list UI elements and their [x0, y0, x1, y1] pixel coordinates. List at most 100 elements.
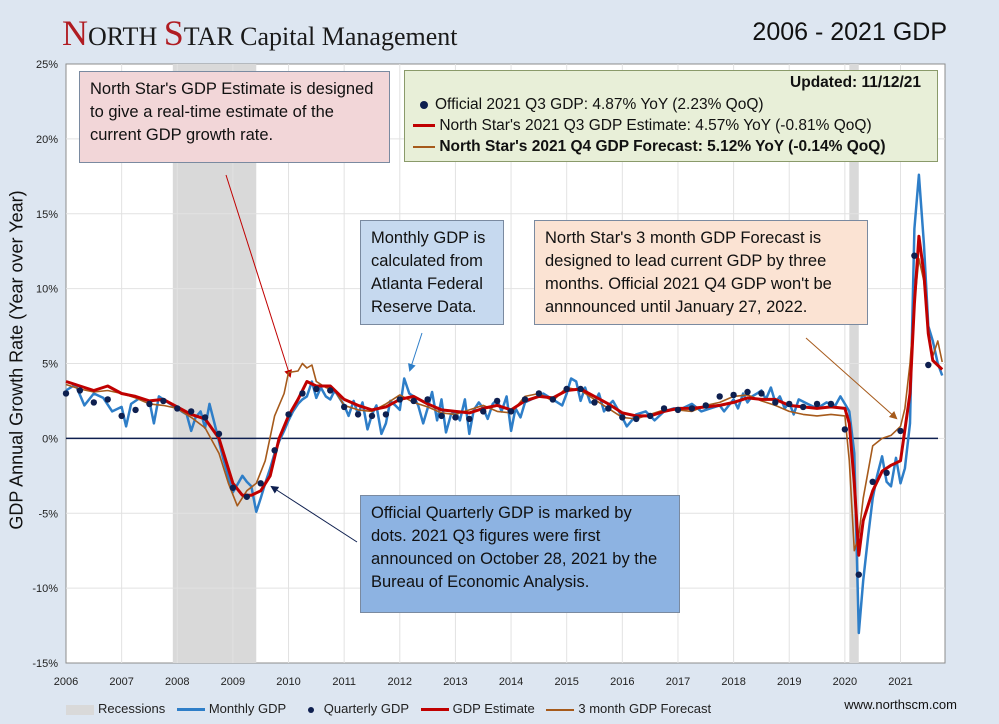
x-tick-label-8: 2014 [499, 676, 523, 688]
quarterly-dot-55 [827, 400, 835, 408]
quarterly-dot-20 [340, 403, 348, 411]
quarterly-dot-16 [285, 411, 292, 418]
legend-official-row: Official 2021 Q3 GDP: 4.87% YoY (2.23% Q… [413, 95, 764, 115]
quarterly-dot-53 [799, 403, 807, 411]
legend-item-monthly: Monthly GDP [176, 701, 287, 717]
monthly-swatch [176, 708, 205, 712]
quarterly-dot-22 [368, 412, 376, 420]
brand-part-tail: Capital Management [233, 22, 458, 51]
quarterly-dot-6 [146, 400, 153, 408]
forecast-line-swatch [546, 708, 575, 711]
y-tick-label-7: -10% [32, 583, 58, 595]
summary-legend-box: Updated: 11/12/21 Official 2021 Q3 GDP: … [404, 70, 938, 162]
quarterly-dot-8 [174, 405, 181, 412]
quarterly-dot-37 [577, 385, 584, 393]
quarterly-dot-9 [187, 408, 195, 415]
x-tick-label-6: 2012 [388, 676, 412, 688]
x-tick-label-7: 2013 [443, 676, 467, 688]
legend-forecast-row: North Star's 2021 Q4 GDP Forecast: 5.12%… [413, 137, 886, 157]
x-tick-label-15: 2021 [888, 676, 912, 688]
legend-item-quarterly: Quarterly GDP [298, 701, 409, 716]
quarterly-dot-25 [410, 397, 417, 405]
callout-forecast: North Star's 3 month GDP Forecast is des… [534, 220, 868, 325]
x-tick-labels: 2006 2007 2008 2009 2010 2011 2012 2013 2014 2015… [54, 676, 913, 688]
quarterly-dot-swatch [420, 100, 428, 109]
quarterly-dot-17 [299, 390, 306, 397]
legend-forecast-text: North Star's 2021 Q4 GDP Forecast: 5.12%… [439, 138, 886, 155]
legend-item-estimate: GDP Estimate [420, 701, 535, 717]
y-tick-label-3: 10% [36, 284, 58, 296]
quarterly-dot-19 [327, 387, 334, 394]
brand-initial-s: S [163, 13, 184, 53]
quarterly-dot-62 [925, 361, 932, 369]
quarterly-dot-61 [911, 252, 918, 259]
quarterly-dot-14 [257, 480, 264, 487]
quarterly-dot-56 [841, 426, 849, 433]
y-tick-label-8: -15% [32, 658, 58, 670]
quarterly-dot-46 [702, 402, 709, 409]
y-tick-label-0: 25% [36, 59, 58, 71]
quarterly-dot-30 [480, 408, 487, 415]
legend-official-text: Official 2021 Q3 GDP: 4.87% YoY (2.23% Q… [435, 96, 764, 113]
y-tick-label-1: 20% [36, 134, 58, 146]
quarterly-dot-1 [76, 387, 84, 394]
quarterly-dot-2 [90, 399, 98, 406]
arrow-monthly [408, 332, 423, 372]
brand-part-tar: TAR [183, 22, 234, 51]
legend-estimate-text: North Star's 2021 Q3 GDP Estimate: 4.57%… [439, 117, 872, 134]
arrow-estimate [225, 174, 292, 378]
brand-part-orth: ORTH [88, 22, 164, 51]
estimate-swatch [413, 124, 435, 128]
quarterly-dot-18 [313, 385, 320, 393]
quarterly-dot-5 [132, 406, 139, 414]
quarterly-dot-26 [424, 396, 431, 403]
x-tick-label-1: 2007 [109, 676, 133, 688]
bottom-legend: Recessions Monthly GDP Quarterly GDP GDP… [66, 700, 719, 720]
callout-quarterly: Official Quarterly GDP is marked by dots… [360, 495, 680, 613]
website-url: www.northscm.com [844, 697, 957, 712]
quarterly-dot-29 [466, 415, 473, 423]
y-tick-labels: 25% 20% 15% 10% 5% 0% -5% -10% -15% [32, 59, 58, 670]
brand-initial-n: N [62, 13, 88, 53]
arrow-quarterly [270, 485, 358, 543]
quarterly-dot-12 [229, 484, 237, 491]
quarterly-dot-21 [354, 411, 362, 418]
arrow-forecast [805, 337, 898, 420]
quarterly-dot-7 [160, 397, 167, 405]
estimate-line-swatch [420, 708, 449, 712]
quarterly-dot-11 [215, 430, 223, 438]
quarterly-dot-42 [646, 412, 654, 420]
x-tick-label-3: 2009 [221, 676, 245, 688]
callout-estimate: North Star's GDP Estimate is designed to… [79, 71, 390, 163]
quarterly-dot-41 [633, 415, 640, 423]
quarterly-dot-44 [674, 406, 682, 414]
legend-item-recessions: Recessions [66, 701, 165, 716]
quarterly-dot-57 [855, 571, 862, 578]
quarterly-dots [62, 252, 932, 578]
quarterly-dot-38 [591, 399, 598, 406]
x-tick-label-4: 2010 [276, 676, 300, 688]
quarterly-dot-49 [744, 388, 751, 396]
x-tick-label-12: 2018 [721, 676, 745, 688]
legend-monthly-label: Monthly GDP [208, 701, 287, 717]
y-tick-label-2: 15% [36, 209, 58, 221]
quarterly-dot-3 [104, 396, 111, 403]
legend-estimate-row: North Star's 2021 Q3 GDP Estimate: 4.57%… [413, 116, 872, 136]
y-tick-label-6: -5% [38, 508, 58, 520]
quarterly-dot-4 [118, 412, 125, 420]
x-tick-label-10: 2016 [610, 676, 634, 688]
quarterly-dot-51 [772, 399, 779, 406]
quarterly-dot-24 [396, 396, 403, 403]
callout-arrows [225, 174, 898, 543]
x-tick-label-9: 2015 [554, 676, 578, 688]
quarterly-dot-0 [62, 390, 70, 397]
recession-swatch [66, 704, 94, 715]
quarterly-dot-52 [786, 400, 793, 408]
quarterly-dot-13 [243, 493, 251, 500]
legend-estimate-label: GDP Estimate [452, 701, 535, 717]
quarterly-dot-40 [619, 414, 626, 421]
quarterly-dot-35 [549, 396, 556, 403]
y-tick-label-4: 5% [42, 359, 58, 371]
x-tick-label-11: 2017 [666, 676, 690, 688]
